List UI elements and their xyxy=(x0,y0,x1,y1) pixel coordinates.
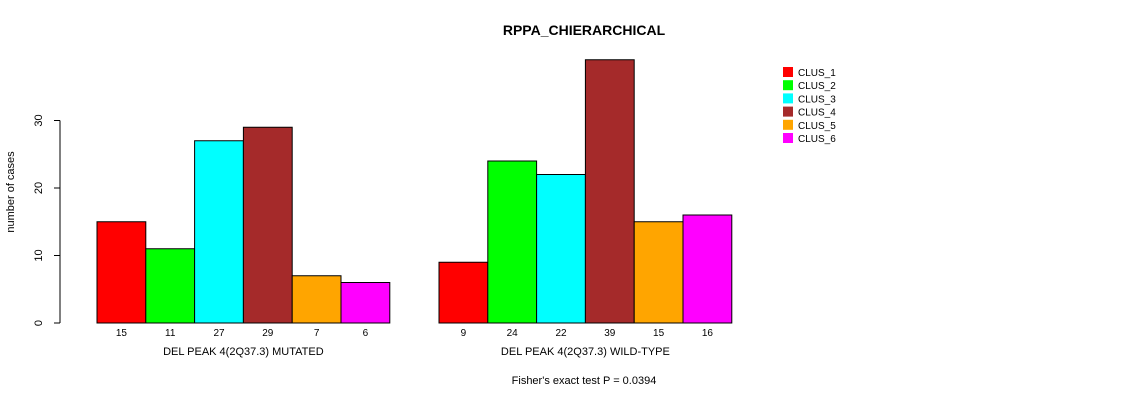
legend-label: CLUS_3 xyxy=(798,94,836,105)
group-labels: DEL PEAK 4(2Q37.3) MUTATED DEL PEAK 4(2Q3… xyxy=(163,346,670,358)
bar-count-label: 29 xyxy=(262,328,274,339)
bar-clus4-group1 xyxy=(242,126,293,324)
bar-count-label: 15 xyxy=(116,328,128,339)
y-axis-label: number of cases xyxy=(5,151,17,233)
legend-swatch xyxy=(783,119,793,130)
y-tick-label: 0 xyxy=(33,320,45,326)
legend-label: CLUS_2 xyxy=(798,81,836,92)
bar-count-label: 27 xyxy=(213,328,225,339)
group-label: DEL PEAK 4(2Q37.3) MUTATED xyxy=(163,346,324,358)
bar-count-label: 39 xyxy=(604,328,616,339)
bar-clus3-group2 xyxy=(536,174,586,324)
count-labels: 15 11 27 29 7 6 9 24 22 39 15 16 xyxy=(116,328,714,339)
bar-count-label: 7 xyxy=(314,328,320,339)
legend-swatch xyxy=(783,106,793,117)
legend-label: CLUS_4 xyxy=(798,108,836,119)
bar-count-label: 6 xyxy=(363,328,369,339)
bar-count-label: 22 xyxy=(555,328,567,339)
bar-clus5-group1 xyxy=(291,275,342,324)
bar-count-label: 15 xyxy=(653,328,665,339)
bar-clus4-group2 xyxy=(584,59,635,324)
legend-swatch xyxy=(783,67,793,77)
legend-swatch xyxy=(783,80,793,91)
bar-clus6-group1 xyxy=(340,282,391,324)
bar-count-label: 24 xyxy=(507,328,519,339)
bar-count-label: 16 xyxy=(702,328,714,339)
y-tick-label: 30 xyxy=(33,114,45,126)
bar-clus1-group1 xyxy=(96,221,147,324)
legend-swatch xyxy=(783,133,793,143)
bar-count-label: 9 xyxy=(461,328,467,339)
bar-clus5-group2 xyxy=(633,221,684,324)
legend-label: CLUS_6 xyxy=(798,134,836,145)
bar-clus2-group2 xyxy=(487,160,538,324)
chart-title: RPPA_CHIERARCHICAL xyxy=(503,22,666,38)
y-tick-label: 20 xyxy=(33,182,45,194)
legend-label: CLUS_5 xyxy=(798,121,836,132)
bar-clus3-group1 xyxy=(194,140,244,324)
y-tick-label: 10 xyxy=(33,249,45,261)
legend-label: CLUS_1 xyxy=(798,68,836,79)
y-axis: 0 10 20 30 xyxy=(33,114,61,326)
bar-clus6-group2 xyxy=(682,214,733,324)
bar-count-label: 11 xyxy=(165,328,176,339)
group-label: DEL PEAK 4(2Q37.3) WILD-TYPE xyxy=(501,346,670,358)
bar-clus1-group2 xyxy=(438,261,489,324)
legend-swatch xyxy=(783,93,793,104)
bars xyxy=(96,59,733,324)
fisher-test-footnote: Fisher's exact test P = 0.0394 xyxy=(512,375,657,387)
bar-clus2-group1 xyxy=(145,248,196,324)
legend: CLUS_1 CLUS_2 CLUS_3 CLUS_4 CLUS_5 CLUS_6 xyxy=(783,67,836,145)
